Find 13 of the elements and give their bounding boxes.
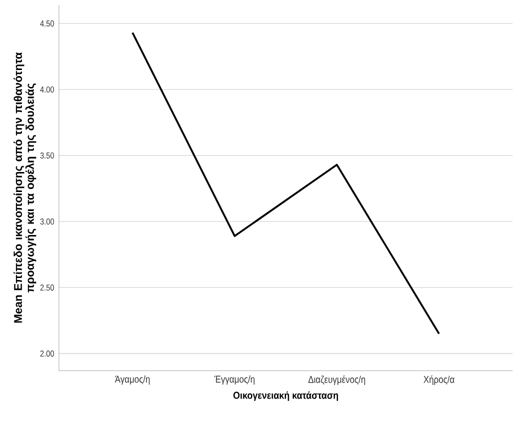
y-tick-label: 3.00 [40, 218, 54, 225]
x-axis-title: Οικογενειακή κατάσταση [233, 392, 338, 401]
y-tick-label: 4.00 [40, 86, 54, 93]
x-tick-label: Διαζευγμένος/η [308, 376, 366, 386]
x-tick-label: Έγγαμος/η [214, 376, 254, 385]
line-series [132, 32, 440, 335]
y-tick-label: 2.50 [40, 284, 54, 291]
x-tick-label: Άγαμος/η [114, 376, 150, 385]
y-axis-title: Mean Επίπεδο ικανοποίησης από την πιθανότητα προαγωγής και τα οφέλη της δουλειάς [14, 52, 36, 323]
y-tick-label: 4.50 [40, 20, 54, 27]
y-tick-label: 3.50 [40, 152, 54, 159]
x-tick-label: Χήρος/α [424, 376, 454, 386]
y-tick-label: 2.00 [40, 350, 54, 357]
